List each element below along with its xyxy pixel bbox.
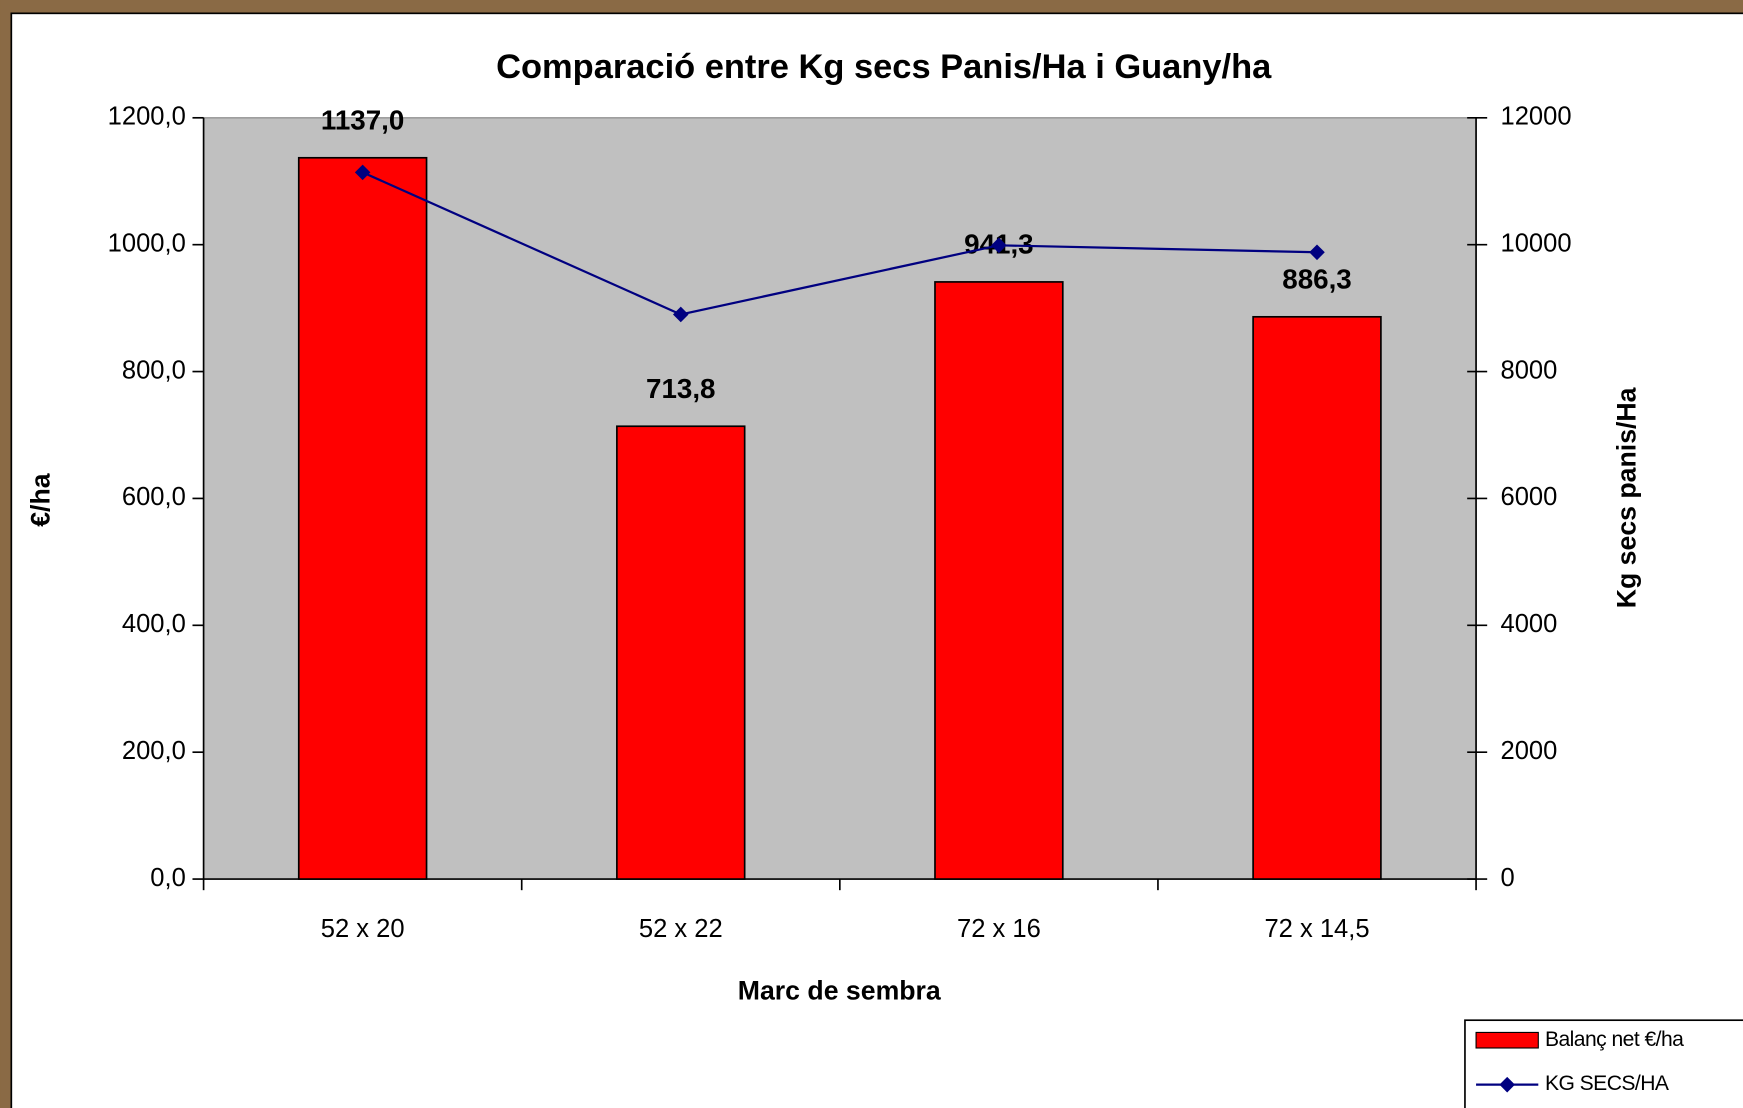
legend-swatch [1476,1032,1538,1048]
legend-label: KG SECS/HA [1545,1072,1670,1095]
chart: Comparació entre Kg secs Panis/Ha i Guan… [0,0,1743,1108]
x-tick-label: 72 x 16 [957,915,1041,943]
data-label: 713,8 [646,373,715,404]
y-tick-label: 1200,0 [108,103,186,131]
y-tick-label: 1000,0 [108,229,186,257]
page: {"chart_data": { "type": "bar", "title":… [0,0,1743,1108]
y2-axis-title: Kg secs panis/Ha [1611,387,1641,608]
x-axis-title: Marc de sembra [738,975,941,1005]
y-tick-label: 0,0 [150,864,186,892]
bar [935,282,1063,879]
y-axis-title: €/ha [25,473,55,527]
y-tick-label: 800,0 [122,356,186,384]
legend-label: Balanç net €/ha [1545,1028,1684,1051]
bar [1253,317,1381,879]
y2-tick-label: 6000 [1501,483,1558,511]
y-tick-label: 400,0 [122,610,186,638]
y2-tick-label: 0 [1501,864,1515,892]
x-tick-label: 52 x 20 [321,915,405,943]
y2-tick-label: 12000 [1501,103,1572,131]
bar [617,426,745,879]
bar [299,158,427,879]
y-tick-label: 600,0 [122,483,186,511]
data-label: 1137,0 [321,105,404,136]
x-tick-label: 52 x 22 [639,915,723,943]
y2-tick-label: 8000 [1501,356,1558,384]
y-tick-label: 200,0 [122,737,186,765]
y2-tick-label: 4000 [1501,610,1558,638]
y2-tick-label: 10000 [1501,229,1572,257]
data-label: 886,3 [1282,264,1351,295]
chart-title: Comparació entre Kg secs Panis/Ha i Guan… [496,48,1272,86]
x-tick-label: 72 x 14,5 [1264,915,1369,943]
y2-tick-label: 2000 [1501,737,1558,765]
